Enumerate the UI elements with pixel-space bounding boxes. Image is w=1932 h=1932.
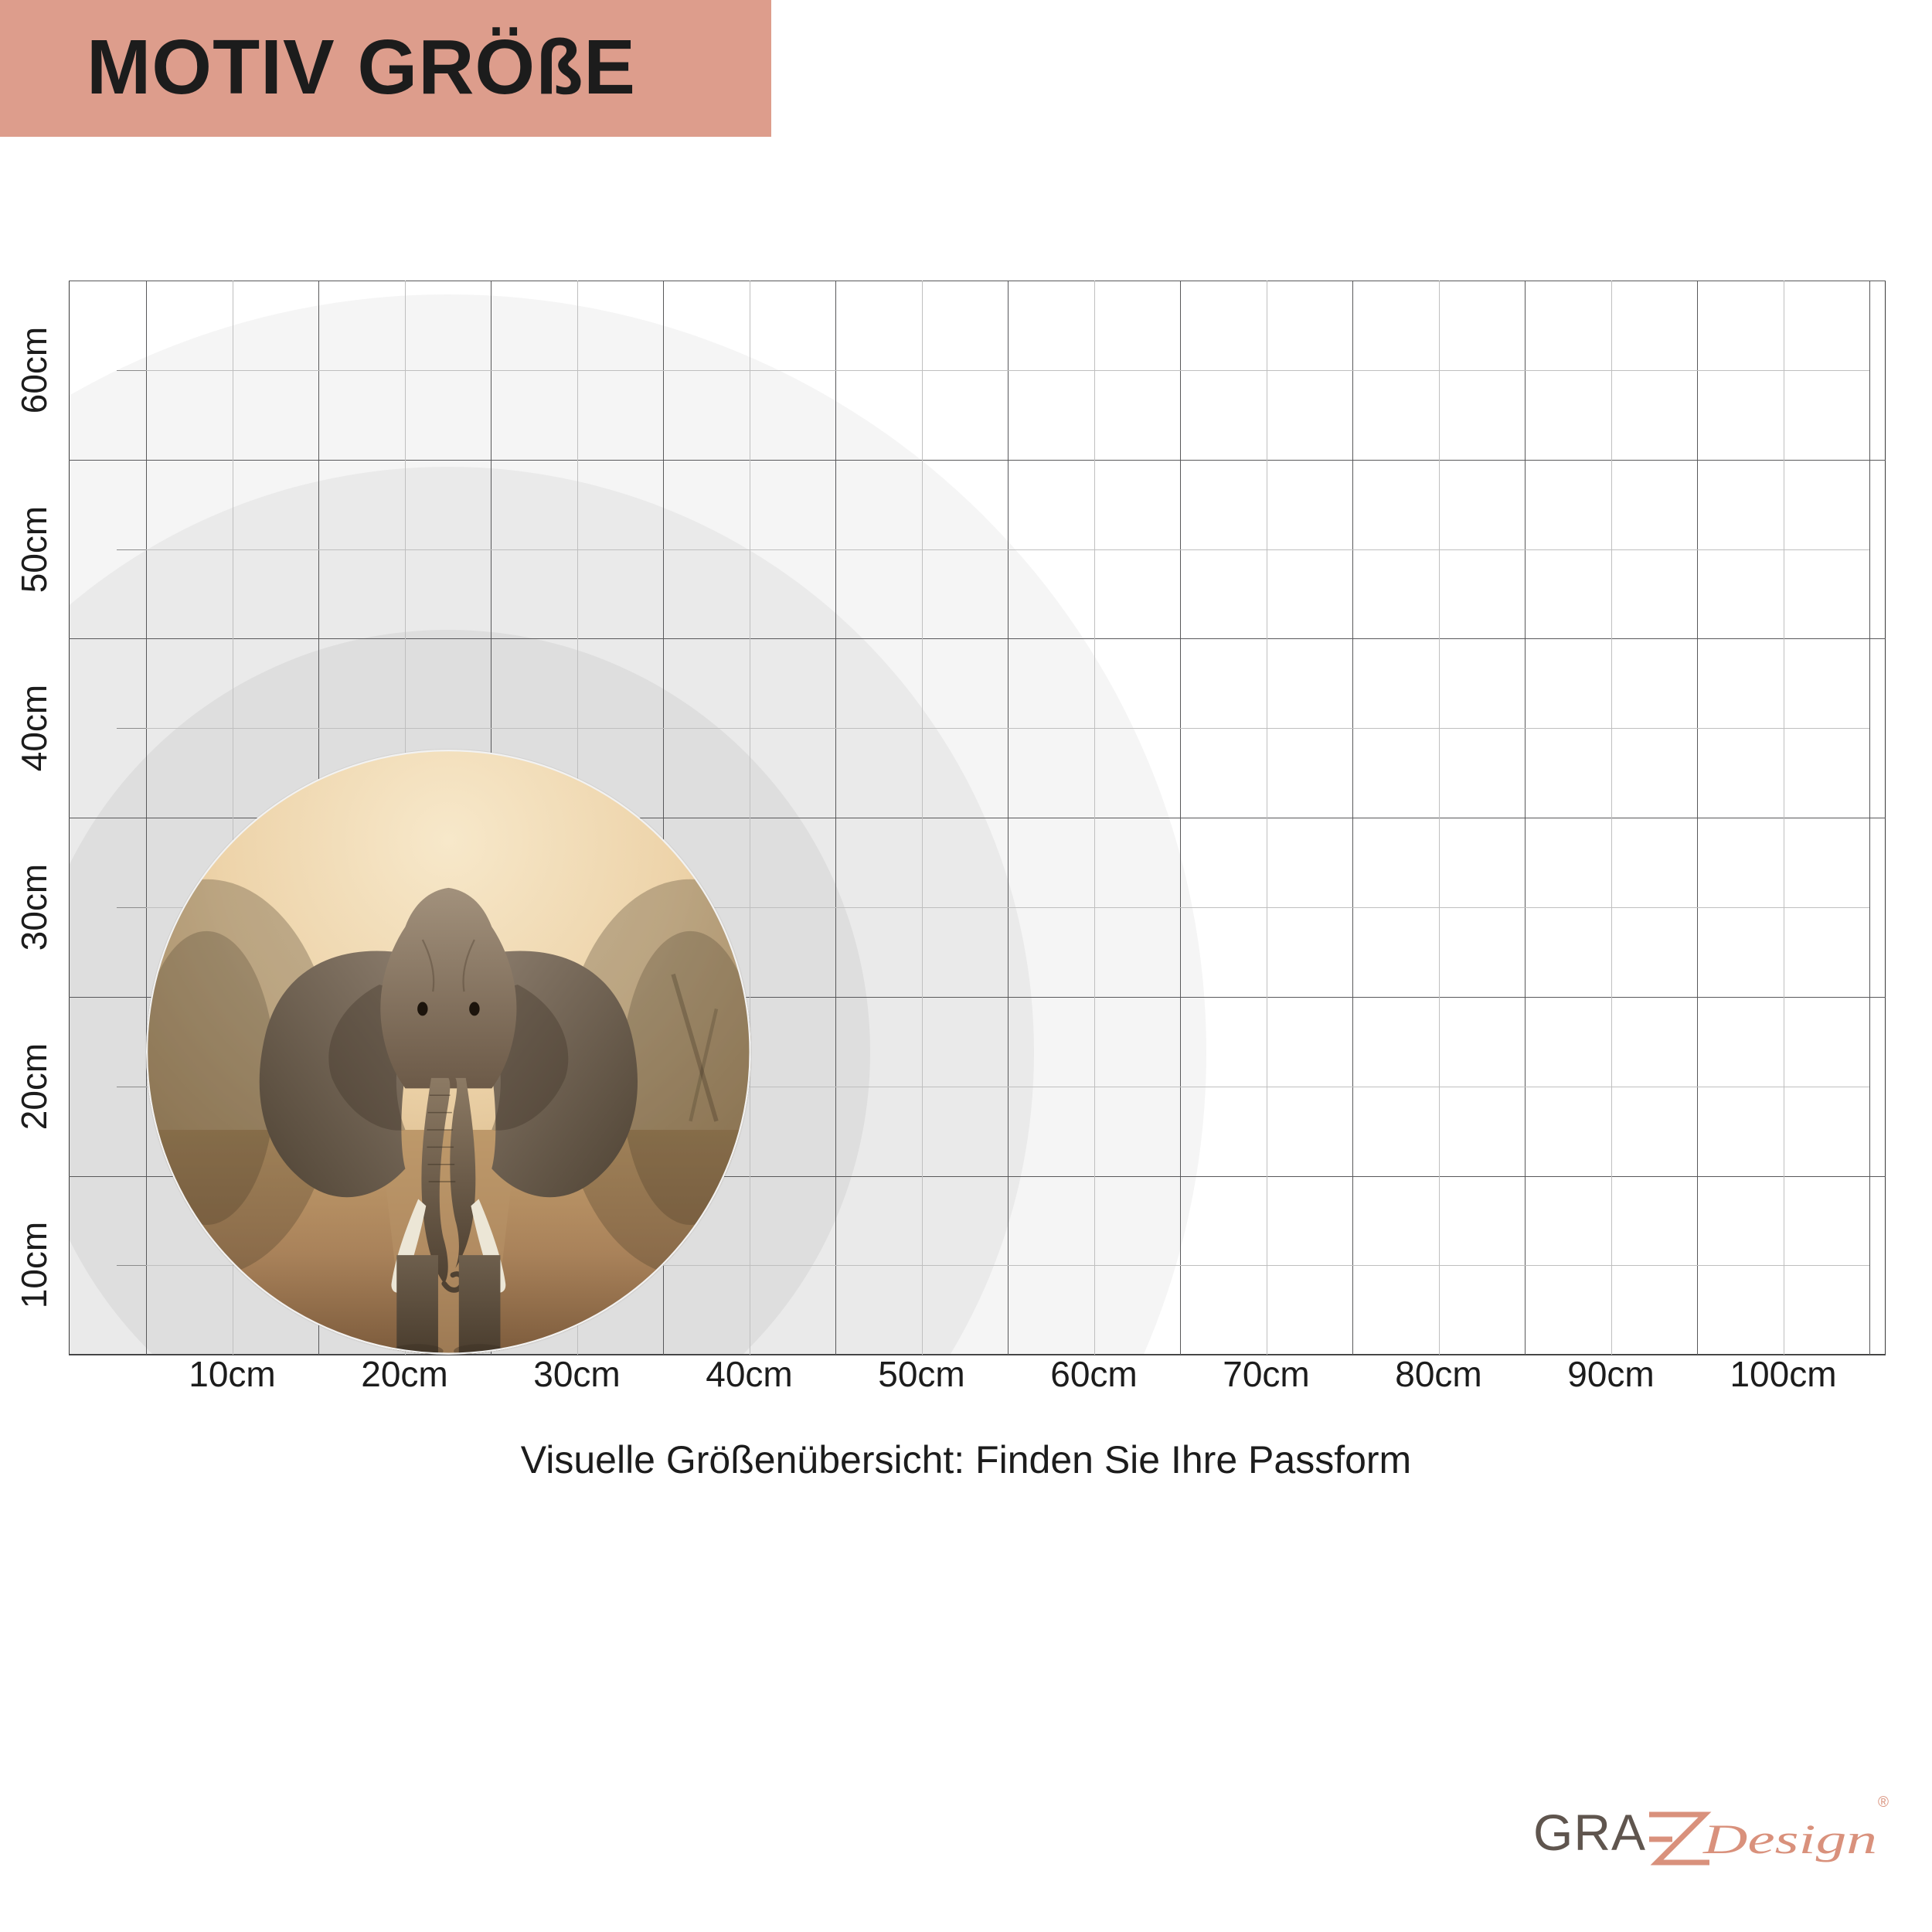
svg-text:Design: Design — [1702, 1816, 1877, 1862]
svg-text:®: ® — [1878, 1794, 1889, 1811]
svg-text:GRA: GRA — [1533, 1804, 1646, 1861]
